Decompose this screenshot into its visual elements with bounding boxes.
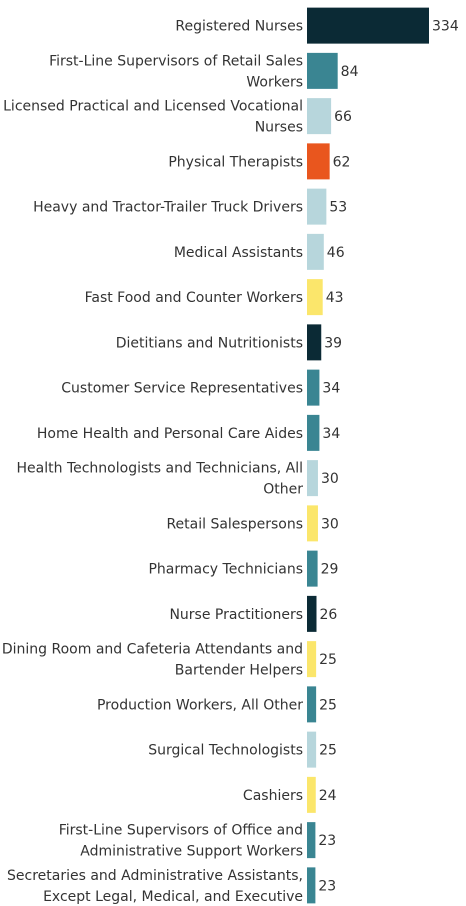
category-label-0-0: Registered Nurses — [175, 19, 303, 35]
category-label-18-1: Administrative Support Workers — [80, 844, 303, 860]
bar-19 — [307, 867, 316, 904]
bar-14 — [307, 641, 317, 678]
bar-18 — [307, 822, 316, 859]
value-label-5: 46 — [327, 245, 345, 261]
bar-7 — [307, 324, 322, 361]
value-label-6: 43 — [326, 290, 344, 306]
value-label-10: 30 — [321, 471, 339, 487]
category-label-4-0: Heavy and Tractor-Trailer Truck Drivers — [33, 200, 303, 216]
bar-9 — [307, 414, 320, 451]
bar-16 — [307, 731, 317, 768]
value-label-4: 53 — [329, 200, 347, 216]
bar-3 — [307, 143, 330, 180]
bar-12 — [307, 550, 318, 587]
value-label-18: 23 — [318, 833, 336, 849]
category-label-16-0: Surgical Technologists — [148, 743, 303, 759]
category-label-19-0: Secretaries and Administrative Assistant… — [7, 868, 303, 884]
category-label-2-1: Nurses — [255, 120, 303, 136]
bar-0 — [307, 7, 429, 44]
bar-17 — [307, 776, 316, 813]
value-label-16: 25 — [319, 743, 337, 759]
category-label-1-0: First-Line Supervisors of Retail Sales — [49, 53, 303, 69]
category-label-19-1: Except Legal, Medical, and Executive — [43, 889, 303, 905]
category-label-6-0: Fast Food and Counter Workers — [85, 290, 303, 306]
value-label-15: 25 — [319, 697, 337, 713]
value-label-12: 29 — [321, 562, 339, 578]
category-label-1-1: Workers — [246, 74, 303, 90]
category-label-2-0: Licensed Practical and Licensed Vocation… — [3, 99, 303, 115]
value-label-8: 34 — [322, 381, 340, 397]
category-label-7-0: Dietitians and Nutritionists — [116, 335, 303, 351]
category-label-12-0: Pharmacy Technicians — [148, 562, 303, 578]
value-label-11: 30 — [321, 516, 339, 532]
value-label-3: 62 — [333, 154, 351, 170]
bar-4 — [307, 188, 327, 225]
value-label-2: 66 — [334, 109, 352, 125]
value-label-7: 39 — [324, 335, 342, 351]
bar-6 — [307, 279, 323, 316]
category-label-11-0: Retail Salespersons — [166, 516, 303, 532]
category-label-9-0: Home Health and Personal Care Aides — [37, 426, 303, 442]
value-label-1: 84 — [341, 64, 359, 80]
category-label-3-0: Physical Therapists — [168, 154, 303, 170]
bar-10 — [307, 460, 318, 497]
category-label-17-0: Cashiers — [243, 788, 303, 804]
category-label-5-0: Medical Assistants — [174, 245, 303, 261]
bar-15 — [307, 686, 317, 723]
category-label-15-0: Production Workers, All Other — [97, 697, 303, 713]
value-label-14: 25 — [319, 652, 337, 668]
bar-2 — [307, 98, 332, 135]
bar-8 — [307, 369, 320, 406]
category-label-14-0: Dining Room and Cafeteria Attendants and — [2, 642, 303, 658]
bar-13 — [307, 595, 317, 632]
category-label-8-0: Customer Service Representatives — [61, 381, 303, 397]
category-label-13-0: Nurse Practitioners — [169, 607, 303, 623]
value-label-17: 24 — [319, 788, 337, 804]
category-label-18-0: First-Line Supervisors of Office and — [59, 823, 303, 839]
category-label-10-0: Health Technologists and Technicians, Al… — [17, 461, 303, 477]
value-label-9: 34 — [322, 426, 340, 442]
bar-5 — [307, 233, 324, 270]
bar-1 — [307, 52, 338, 89]
bar-11 — [307, 505, 318, 542]
value-label-0: 334 — [432, 19, 459, 35]
value-label-19: 23 — [318, 878, 336, 894]
category-label-14-1: Bartender Helpers — [175, 663, 303, 679]
category-label-10-1: Other — [263, 482, 303, 498]
value-label-13: 26 — [319, 607, 337, 623]
